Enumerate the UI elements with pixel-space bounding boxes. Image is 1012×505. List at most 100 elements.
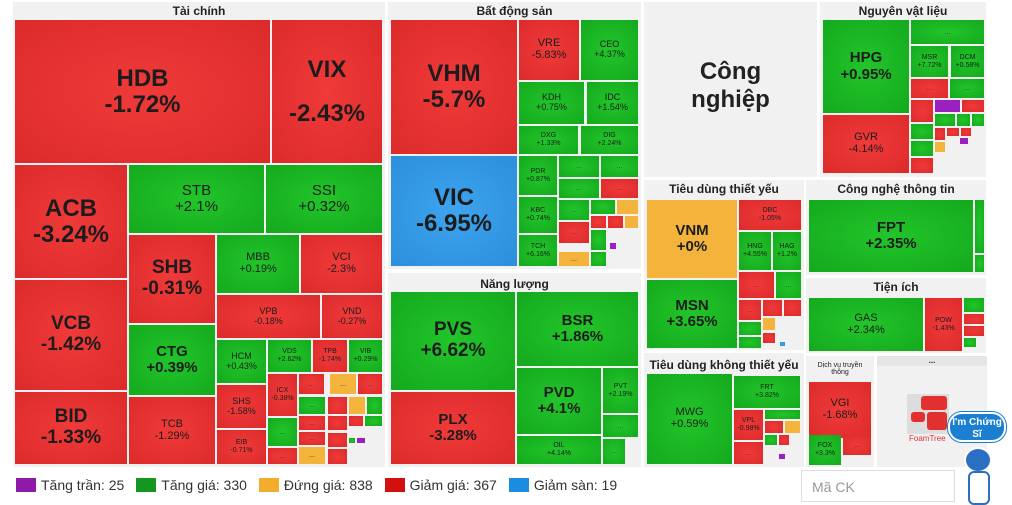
tile-HPG[interactable]: HPG +0.95%	[823, 20, 909, 113]
tile-small[interactable]: ...	[299, 397, 325, 414]
tile-KDH[interactable]: KDH +0.75%	[519, 82, 584, 124]
tile-small[interactable]	[964, 298, 984, 312]
tile-MSN[interactable]: MSN +3.65%	[647, 280, 737, 348]
tile-MSR[interactable]: MSR +7.72%	[911, 46, 948, 77]
tile-small[interactable]: ...	[559, 200, 589, 220]
tile-small[interactable]	[591, 230, 606, 250]
tile-small[interactable]	[328, 433, 347, 447]
tile-VRE[interactable]: VRE -5.83%	[519, 20, 579, 80]
legend-floor[interactable]: Giảm sàn: 19	[508, 477, 617, 493]
tile-small[interactable]	[765, 435, 777, 445]
tile-STB[interactable]: STB +2.1%	[129, 165, 264, 233]
tile-DIG[interactable]: DIG +2.24%	[581, 126, 638, 154]
tile-small[interactable]: ...	[601, 179, 638, 198]
tile-small[interactable]: ...	[358, 374, 382, 394]
tile-small[interactable]	[964, 326, 984, 336]
tile-HNG[interactable]: HNG +4.55%	[739, 232, 771, 270]
tile-small[interactable]	[763, 318, 775, 330]
tile-VGI[interactable]: VGI -1.68%	[809, 382, 871, 438]
tile-PLX[interactable]: PLX -3.28%	[391, 392, 515, 464]
legend-ceiling[interactable]: Tăng trần: 25	[16, 477, 124, 493]
tile-small[interactable]	[617, 200, 638, 214]
tile-small[interactable]	[328, 449, 347, 464]
tile-small[interactable]	[763, 300, 782, 316]
tile-small[interactable]: ...	[299, 432, 325, 445]
tile-small[interactable]: ...	[268, 418, 297, 446]
chung-si-badge[interactable]: I'm Chứng Sĩ	[948, 412, 1006, 442]
tile-GAS[interactable]: GAS +2.34%	[809, 298, 923, 351]
tile-FPT[interactable]: FPT +2.35%	[809, 200, 973, 272]
tile-small[interactable]: ...	[739, 300, 761, 320]
tile-small[interactable]	[975, 255, 984, 272]
tile-small[interactable]	[349, 438, 355, 443]
tile-small[interactable]: ...	[776, 272, 801, 298]
tile-VCI[interactable]: VCI -2.3%	[301, 235, 382, 293]
tile-KBC[interactable]: KBC +0.74%	[519, 197, 557, 233]
tile-FOX[interactable]: FOX +3.3%	[809, 435, 841, 465]
tile-small[interactable]: ...	[843, 435, 871, 455]
tile-small[interactable]	[357, 438, 365, 443]
tile-small[interactable]	[779, 454, 785, 459]
tile-small[interactable]: ...	[268, 448, 297, 464]
tile-POW[interactable]: POW -1.43%	[925, 298, 962, 351]
tile-PDR[interactable]: PDR +0.87%	[519, 156, 557, 195]
tile-small[interactable]	[367, 397, 382, 414]
tile-PVS[interactable]: PVS +6.62%	[391, 292, 515, 390]
tile-small[interactable]: ...	[603, 439, 625, 464]
tile-small[interactable]	[975, 200, 984, 253]
tile-small[interactable]	[610, 243, 616, 249]
legend-down[interactable]: Giảm giá: 367	[384, 477, 497, 493]
tile-HDB[interactable]: HDB -1.72%	[15, 20, 270, 163]
tile-DXG[interactable]: DXG +1.33%	[519, 126, 578, 154]
tile-ICX[interactable]: ICX -0.38%	[268, 374, 297, 416]
tile-small[interactable]: ...	[559, 222, 589, 243]
tile-HAG[interactable]: HAG +1.2%	[773, 232, 801, 270]
legend-up[interactable]: Tăng giá: 330	[136, 477, 247, 493]
tile-CTG[interactable]: CTG +0.39%	[129, 325, 215, 395]
tile-VHM[interactable]: VHM -5.7%	[391, 20, 517, 154]
tile-PVD[interactable]: PVD +4.1%	[517, 368, 601, 434]
tile-small[interactable]: ...	[603, 415, 638, 437]
tile-small[interactable]: ...	[739, 272, 774, 298]
tile-small[interactable]	[957, 114, 970, 126]
tile-small[interactable]	[964, 338, 976, 347]
tile-ACB[interactable]: ACB -3.24%	[15, 165, 127, 278]
tile-DCM[interactable]: DCM +0.58%	[951, 46, 984, 77]
tile-small[interactable]	[765, 410, 800, 419]
tile-HCM[interactable]: HCM +0.43%	[217, 340, 266, 383]
tile-FRT[interactable]: FRT +3.82%	[734, 376, 800, 408]
tile-small[interactable]: ...	[911, 20, 984, 44]
tile-VDS[interactable]: VDS +2.62%	[268, 340, 311, 372]
tile-SSI[interactable]: SSI +0.32%	[266, 165, 382, 233]
tile-MBB[interactable]: MBB +0.19%	[217, 235, 299, 293]
tile-VIC[interactable]: VIC -6.95%	[391, 156, 517, 266]
tile-VND[interactable]: VND -0.27%	[322, 295, 382, 338]
stock-code-search-input[interactable]: Mã CK	[801, 470, 955, 502]
tile-small[interactable]	[935, 128, 945, 140]
tile-small[interactable]	[349, 397, 365, 414]
tile-small[interactable]	[328, 397, 347, 414]
tile-SHB[interactable]: SHB -0.31%	[129, 235, 215, 323]
tile-small[interactable]	[591, 200, 615, 214]
tile-TCB[interactable]: TCB -1.29%	[129, 397, 215, 464]
tile-VIX[interactable]: VIX -2.43%	[272, 20, 382, 163]
tile-small[interactable]	[765, 421, 783, 433]
tile-small[interactable]	[972, 114, 984, 126]
tile-VCB[interactable]: VCB -1.42%	[15, 280, 127, 390]
tile-small[interactable]	[763, 333, 775, 343]
tile-small[interactable]: ...	[734, 442, 763, 464]
tile-OIL[interactable]: OIL +4.14%	[517, 436, 601, 464]
tile-SHS[interactable]: SHS -1.58%	[217, 385, 266, 428]
tile-small[interactable]	[780, 342, 785, 346]
tile-small[interactable]: ...	[559, 252, 589, 266]
tile-small[interactable]	[960, 138, 968, 144]
tile-small[interactable]	[591, 252, 606, 266]
tile-VIB[interactable]: VIB +0.29%	[349, 340, 382, 372]
tile-TPB[interactable]: TPB -1.74%	[313, 340, 347, 372]
tile-small[interactable]	[935, 142, 945, 152]
tile-small[interactable]	[328, 416, 347, 430]
tile-CEO[interactable]: CEO +4.37%	[581, 20, 638, 80]
tile-small[interactable]: ...	[559, 179, 599, 198]
tile-small[interactable]	[739, 322, 761, 335]
tile-small[interactable]	[911, 141, 933, 156]
